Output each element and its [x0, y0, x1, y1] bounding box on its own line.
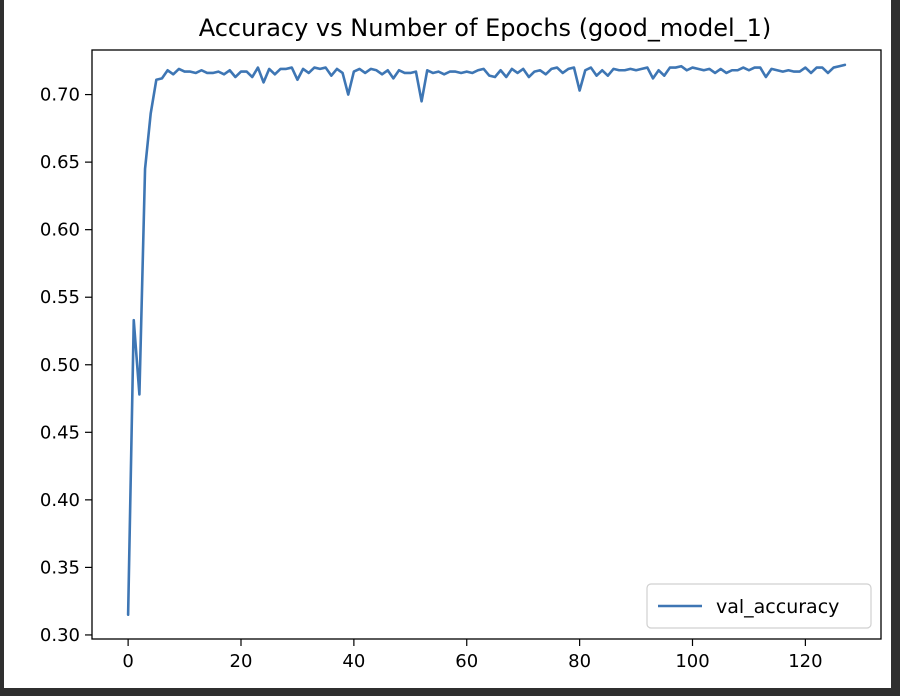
y-tick-label: 0.55 — [40, 287, 80, 308]
plot-frame — [91, 49, 882, 640]
y-tick-label: 0.35 — [40, 557, 80, 578]
x-tick-label: 80 — [568, 651, 591, 672]
plot-area: 0 20 40 60 80 100 120 0.30 0.35 0.40 0.45 0.50 0.55 0… — [40, 63, 847, 672]
x-tick-label: 40 — [342, 651, 365, 672]
chart-window: Accuracy vs Number of Epochs (good_model… — [4, 0, 891, 688]
legend-label-val-accuracy: val_accuracy — [716, 596, 839, 618]
y-tick-label: 0.50 — [40, 355, 80, 376]
y-tick-label: 0.60 — [40, 220, 80, 241]
x-tick-label: 120 — [788, 651, 822, 672]
y-tick-label: 0.45 — [40, 422, 80, 443]
x-tick-label: 0 — [122, 651, 133, 672]
y-tick-label: 0.70 — [40, 85, 80, 106]
chart-title: Accuracy vs Number of Epochs (good_model… — [199, 14, 772, 42]
legend: val_accuracy — [646, 583, 872, 629]
x-tick-label: 20 — [230, 651, 253, 672]
y-tick-label: 0.30 — [40, 625, 80, 646]
line-chart: Accuracy vs Number of Epochs (good_model… — [40, 14, 882, 672]
x-tick-label: 100 — [675, 651, 709, 672]
x-tick-label: 60 — [455, 651, 478, 672]
legend-box — [646, 583, 872, 629]
y-tick-label: 0.65 — [40, 152, 80, 173]
y-tick-label: 0.40 — [40, 490, 80, 511]
series-line-val-accuracy — [126, 63, 847, 616]
